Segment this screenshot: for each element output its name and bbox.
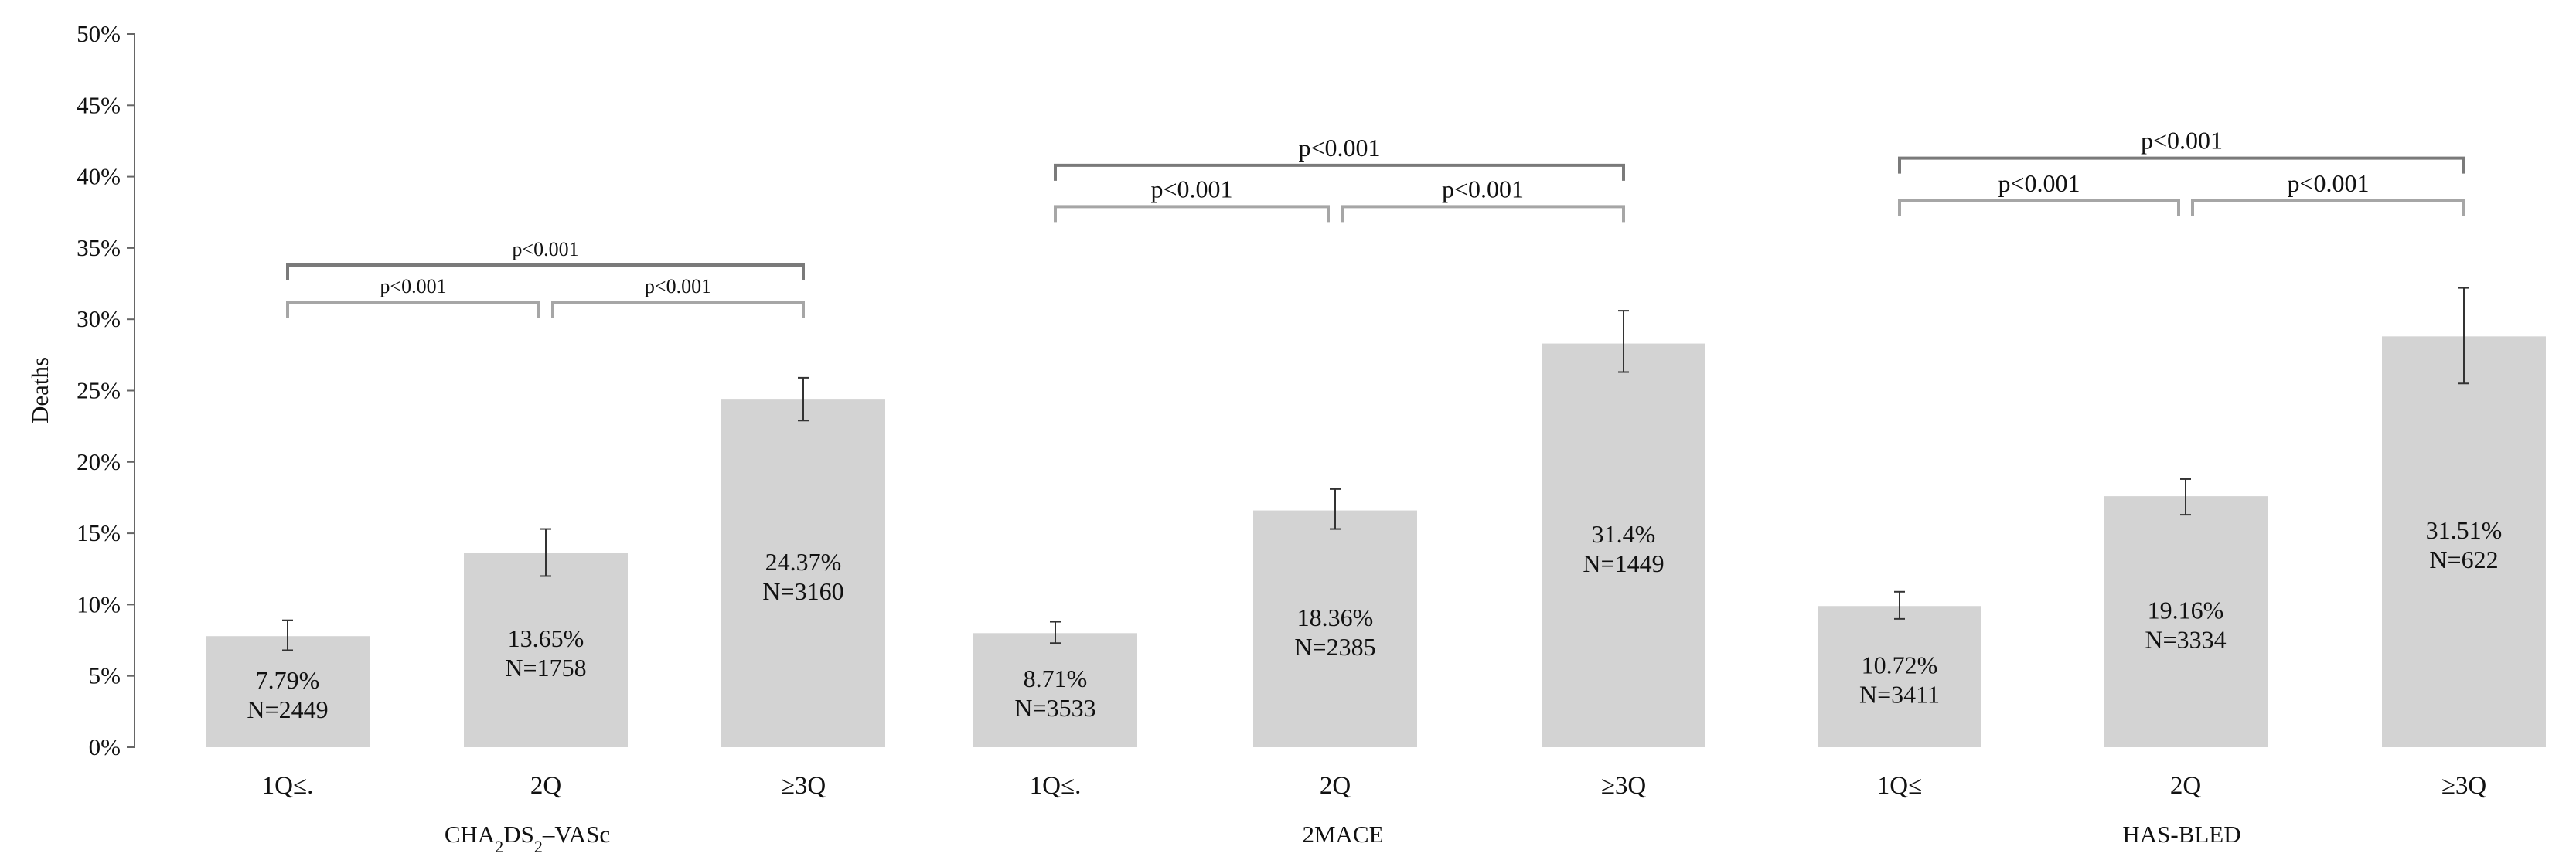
bar (973, 633, 1137, 747)
x-category-label: 1Q≤. (1030, 772, 1082, 800)
p-value-label: p<0.001 (512, 238, 578, 260)
bar-n-label: N=622 (2429, 546, 2498, 573)
x-group-label: 2MACE (1302, 821, 1383, 848)
p-value-label: p<0.001 (645, 275, 711, 298)
bar-n-label: N=2385 (1294, 633, 1375, 661)
bar (206, 636, 370, 747)
p-value-label: p<0.001 (1298, 134, 1380, 162)
y-tick-label: 10% (77, 590, 121, 617)
bar-n-label: N=1449 (1583, 549, 1664, 577)
bar (721, 400, 885, 747)
significance-bracket (286, 301, 540, 318)
bar (2382, 336, 2546, 747)
x-category-label: 2Q (530, 772, 562, 800)
p-value-label: p<0.001 (380, 275, 446, 298)
p-value-label: p<0.001 (2287, 169, 2369, 197)
bar-percent-label: 31.4% (1592, 520, 1656, 548)
y-tick-label: 35% (77, 234, 121, 261)
significance-bracket (551, 301, 805, 318)
bar (1818, 606, 1981, 747)
bar-percent-label: 8.71% (1024, 665, 1088, 692)
bar-percent-label: 24.37% (765, 548, 842, 576)
bar (464, 552, 628, 747)
bar-n-label: N=1758 (505, 654, 586, 682)
bar-n-label: N=2449 (247, 695, 328, 723)
x-category-label: 2Q (1320, 772, 1351, 800)
significance-bracket (1054, 163, 1625, 181)
significance-bracket (1341, 205, 1625, 223)
bar-n-label: N=3411 (1859, 681, 1940, 709)
x-category-label: ≥3Q (2441, 772, 2487, 800)
bar (2104, 496, 2268, 747)
x-category-label: 1Q≤ (1877, 772, 1922, 800)
significance-bracket (1054, 205, 1330, 223)
significance-bracket (286, 264, 805, 281)
significance-bracket (1898, 156, 2465, 174)
p-value-label: p<0.001 (2141, 127, 2223, 155)
x-category-label: 1Q≤. (262, 772, 314, 800)
bar-n-label: N=3533 (1014, 694, 1095, 722)
y-tick-label: 5% (89, 662, 121, 689)
x-group-label: HAS-BLED (2122, 821, 2240, 848)
bar-n-label: N=3160 (762, 577, 843, 605)
y-tick-label: 30% (77, 305, 121, 332)
significance-bracket (2191, 199, 2465, 216)
bar-n-label: N=3334 (2145, 626, 2226, 654)
bar (1542, 343, 1705, 747)
p-value-label: p<0.001 (1442, 175, 1524, 202)
x-group-label: CHA2DS2–VASc (445, 821, 610, 856)
bar-percent-label: 7.79% (256, 666, 320, 694)
y-tick-label: 45% (77, 91, 121, 118)
x-category-label: 2Q (2170, 772, 2202, 800)
y-tick-label: 50% (77, 20, 121, 47)
bar-percent-label: 19.16% (2148, 597, 2224, 624)
x-category-label: ≥3Q (1601, 772, 1647, 800)
significance-bracket (1898, 199, 2180, 216)
x-category-label: ≥3Q (781, 772, 826, 800)
y-axis-label: Deaths (26, 357, 53, 423)
bar-percent-label: 13.65% (508, 624, 584, 652)
y-tick-label: 15% (77, 519, 121, 546)
bar-percent-label: 18.36% (1297, 604, 1374, 631)
p-value-label: p<0.001 (1998, 169, 2080, 197)
bar-percent-label: 10.72% (1862, 651, 1938, 679)
p-value-label: p<0.001 (1150, 175, 1232, 202)
y-tick-label: 0% (89, 733, 121, 760)
y-tick-label: 20% (77, 448, 121, 475)
y-tick-label: 25% (77, 377, 121, 404)
y-tick-label: 40% (77, 163, 121, 190)
bar-percent-label: 31.51% (2426, 516, 2503, 544)
bar (1253, 510, 1417, 747)
